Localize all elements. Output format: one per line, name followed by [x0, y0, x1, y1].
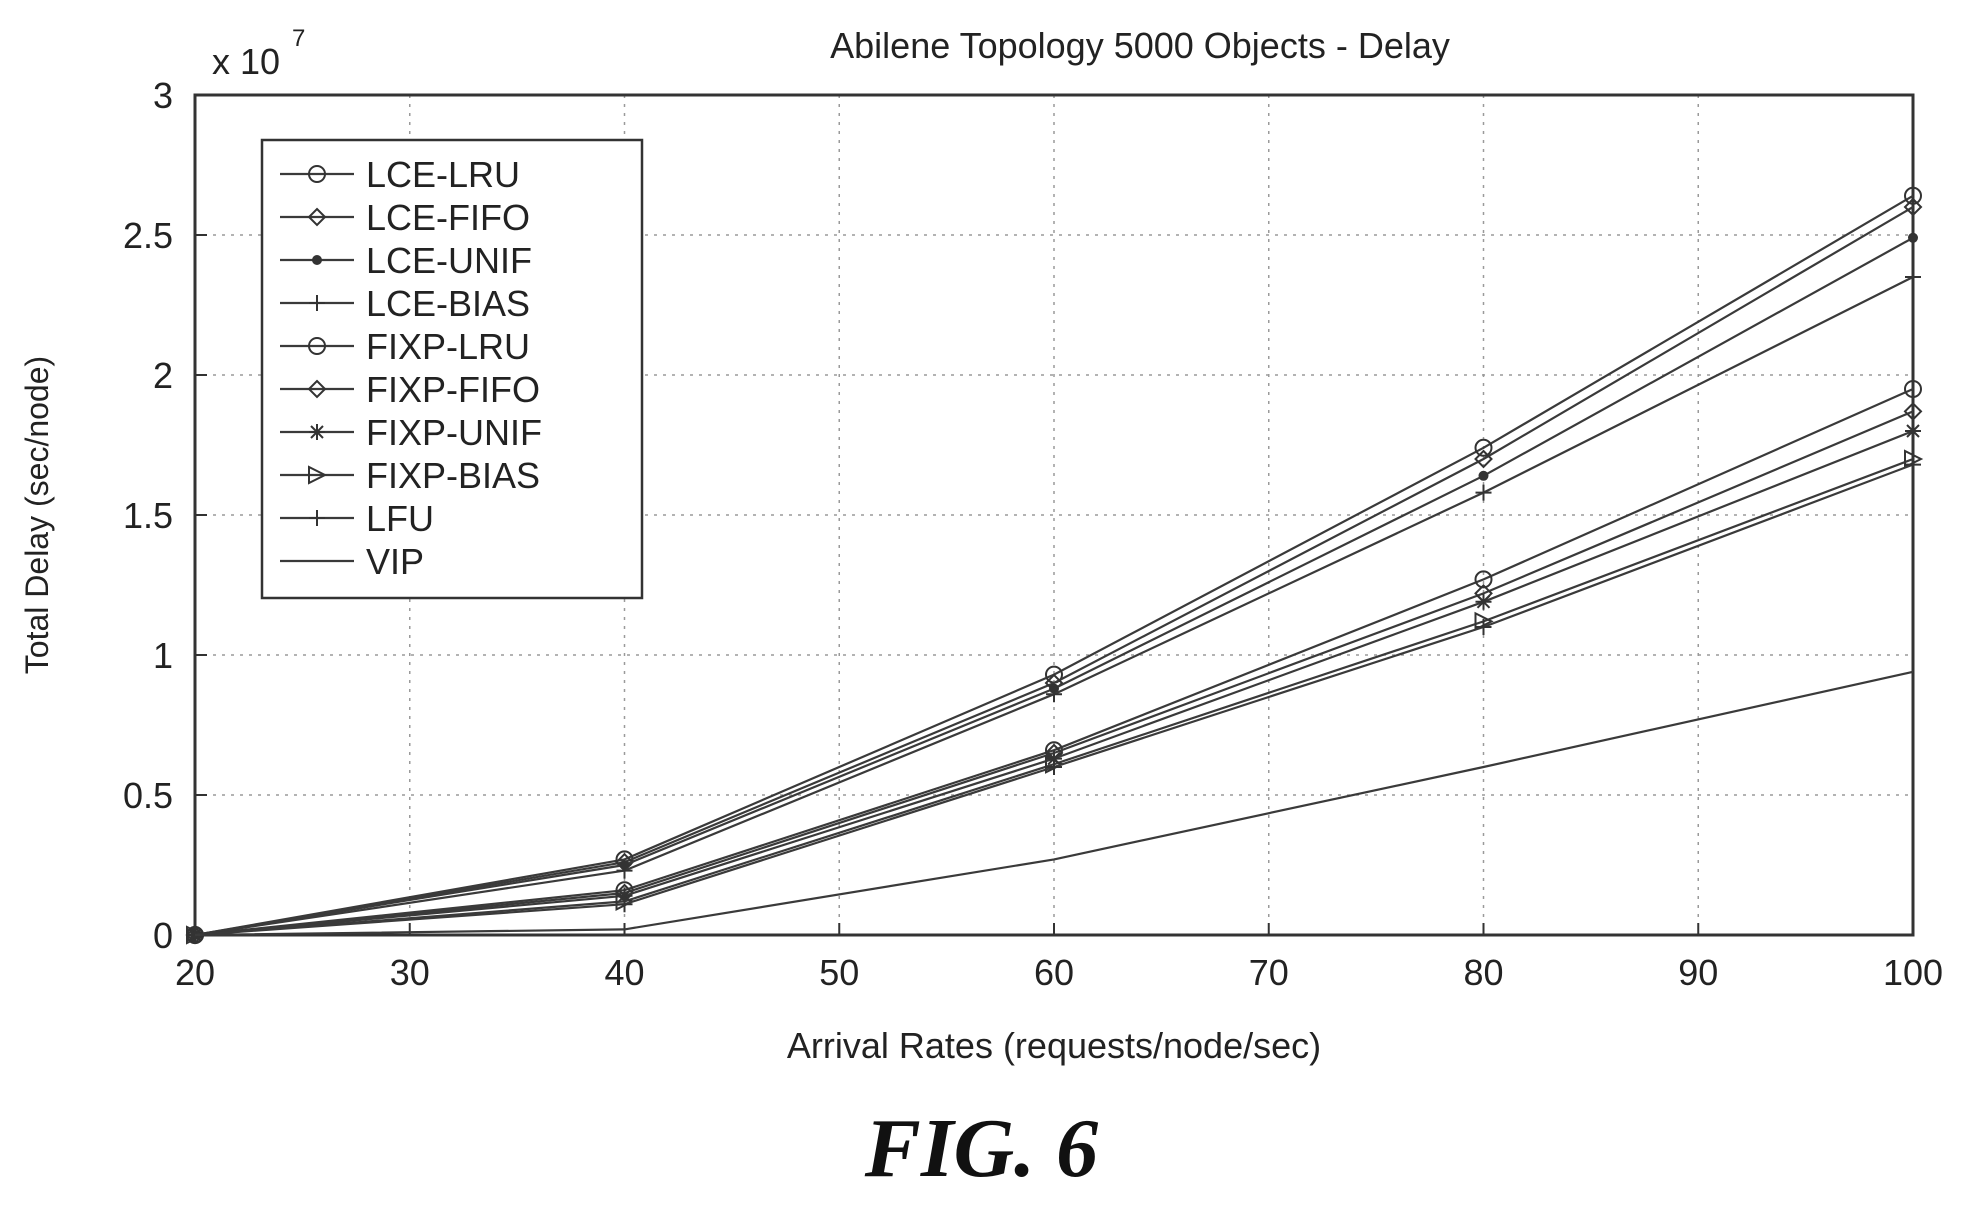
legend: LCE-LRULCE-FIFOLCE-UNIFLCE-BIASFIXP-LRUF… [260, 138, 644, 600]
y-tick-label: 2.5 [123, 215, 173, 256]
data-point [1475, 484, 1492, 501]
x-tick-label: 30 [390, 952, 430, 993]
data-point [1903, 197, 1923, 217]
data-point [1475, 593, 1492, 610]
data-point [312, 255, 322, 265]
y-tick-label: 1.5 [123, 495, 173, 536]
data-point [308, 465, 328, 485]
data-point [1905, 423, 1921, 439]
legend-entry: FIXP-LRU [280, 326, 530, 367]
legend-entry: LFU [280, 498, 434, 539]
data-point [1474, 449, 1493, 469]
legend-label: LFU [366, 498, 434, 539]
legend-entry: FIXP-BIAS [280, 455, 540, 496]
series-lines [185, 186, 1924, 945]
legend-entry: LCE-UNIF [280, 240, 532, 281]
y-tick-label: 0.5 [123, 775, 173, 816]
line-chart: 20 30 40 50 60 70 80 90 100 0 0.5 1 1.5 2 2.5 3 Abilene… [19, 25, 1943, 1066]
y-tick-label: 0 [153, 915, 173, 956]
data-point [1474, 570, 1493, 589]
y-tick-label: 3 [153, 75, 173, 116]
legend-label: LCE-LRU [366, 154, 520, 195]
legend-label: FIXP-BIAS [366, 455, 540, 496]
data-point [308, 337, 326, 355]
data-point [1905, 456, 1921, 473]
data-point [1046, 759, 1062, 775]
axis-ticks: 20 30 40 50 60 70 80 90 100 0 0.5 1 1.5 2 2.5 3 [123, 75, 1943, 993]
data-point [616, 887, 633, 904]
x-tick-label: 50 [819, 952, 859, 993]
data-point [1474, 438, 1493, 457]
x-axis-label: Arrival Rates (requests/node/sec) [787, 1025, 1321, 1066]
legend-label: FIXP-LRU [366, 326, 530, 367]
legend-entry: VIP [280, 541, 424, 582]
data-point [1905, 269, 1921, 285]
data-point [1904, 380, 1922, 398]
legend-entry: LCE-BIAS [280, 283, 530, 324]
legend-entry: FIXP-UNIF [280, 412, 542, 453]
data-point [1046, 750, 1062, 767]
y-axis-multiplier: x 10 [212, 41, 280, 82]
data-point [1908, 232, 1918, 243]
series-line [194, 206, 1914, 937]
figure-label: FIG. 6 [864, 1102, 1099, 1195]
data-point [1475, 619, 1492, 635]
legend-label: FIXP-FIFO [366, 369, 540, 410]
y-axis-label: Total Delay (sec/node) [19, 356, 55, 674]
series-vip [194, 670, 1914, 937]
x-tick-label: 100 [1883, 952, 1943, 993]
legend-label: LCE-FIFO [366, 197, 530, 238]
data-point [309, 295, 325, 311]
data-point [1046, 686, 1062, 703]
data-point [309, 424, 325, 440]
legend-entry: FIXP-FIFO [280, 369, 540, 410]
legend-label: FIXP-UNIF [366, 412, 542, 453]
legend-entry: LCE-LRU [280, 154, 520, 195]
legend-label: LCE-BIAS [366, 283, 530, 324]
x-tick-label: 60 [1034, 952, 1074, 993]
x-tick-label: 80 [1463, 952, 1503, 993]
data-point [1903, 401, 1923, 421]
chart-title: Abilene Topology 5000 Objects - Delay [830, 25, 1450, 66]
data-point [1904, 186, 1922, 205]
x-tick-label: 70 [1249, 952, 1289, 993]
data-point [308, 165, 326, 183]
data-point [616, 862, 633, 879]
data-point [1478, 470, 1489, 481]
x-tick-label: 90 [1678, 952, 1718, 993]
y-tick-label: 1 [153, 635, 173, 676]
legend-entry: LCE-FIFO [280, 197, 530, 238]
y-tick-label: 2 [153, 355, 173, 396]
series-lfu [187, 456, 1921, 943]
data-point [616, 896, 633, 913]
legend-label: VIP [366, 541, 424, 582]
series-line [194, 387, 1914, 937]
y-axis-exponent: 7 [292, 25, 305, 52]
data-point [309, 510, 325, 526]
legend-label: LCE-UNIF [366, 240, 532, 281]
data-point [307, 379, 327, 399]
x-tick-label: 40 [604, 952, 644, 993]
series-line [194, 670, 1914, 937]
data-point [307, 207, 327, 227]
x-tick-label: 20 [175, 952, 215, 993]
